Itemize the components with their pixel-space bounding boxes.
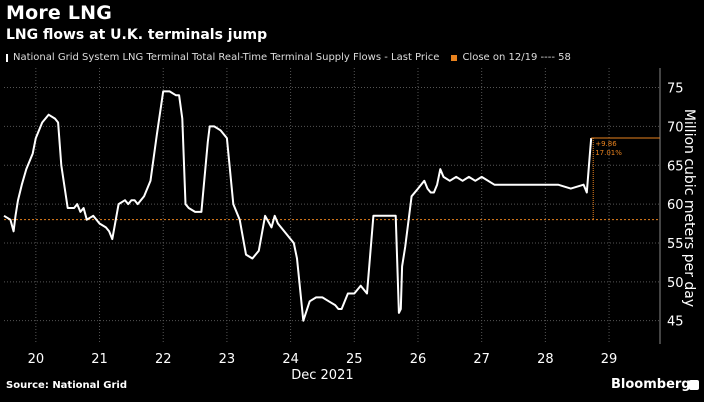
y-tick-label: 65 bbox=[667, 159, 684, 174]
close-legend-swatch bbox=[451, 54, 458, 61]
x-tick-label: 29 bbox=[601, 352, 618, 367]
y-tick-label: 45 bbox=[667, 315, 684, 330]
y-tick-label: 50 bbox=[667, 276, 684, 291]
bloomberg-terminal-icon bbox=[689, 380, 699, 390]
series-line bbox=[3, 90, 593, 322]
x-tick-label: 27 bbox=[473, 352, 490, 367]
x-tick-label: 22 bbox=[155, 352, 172, 367]
y-axis-label: Million cubic meters per day bbox=[681, 109, 697, 307]
series-legend-label: National Grid System LNG Terminal Total … bbox=[13, 52, 440, 63]
x-tick-label: 24 bbox=[282, 352, 299, 367]
x-axis-label: Dec 2021 bbox=[291, 368, 353, 383]
x-tick-label: 23 bbox=[219, 352, 236, 367]
chart-subtitle: LNG flows at U.K. terminals jump bbox=[6, 27, 268, 43]
legend: National Grid System LNG Terminal Total … bbox=[6, 52, 571, 63]
source-note: Source: National Grid bbox=[6, 380, 128, 391]
close-legend-label: Close on 12/19 ---- 58 bbox=[462, 52, 571, 63]
x-tick-label: 26 bbox=[410, 352, 427, 367]
y-tick-label: 55 bbox=[667, 237, 684, 252]
x-tick-label: 21 bbox=[91, 352, 108, 367]
x-tick-label: 20 bbox=[28, 352, 45, 367]
change-percent-annotation: 17.01% bbox=[595, 149, 622, 157]
y-tick-label: 75 bbox=[667, 82, 684, 97]
x-tick-label: 25 bbox=[346, 352, 363, 367]
change-annotation: +9.86 bbox=[595, 140, 617, 148]
chart-title: More LNG bbox=[6, 2, 113, 24]
bloomberg-logo: Bloomberg bbox=[611, 377, 691, 392]
x-tick-label: 28 bbox=[537, 352, 554, 367]
series-legend-swatch bbox=[6, 53, 8, 62]
y-tick-label: 70 bbox=[667, 120, 684, 135]
y-tick-label: 60 bbox=[667, 198, 684, 213]
